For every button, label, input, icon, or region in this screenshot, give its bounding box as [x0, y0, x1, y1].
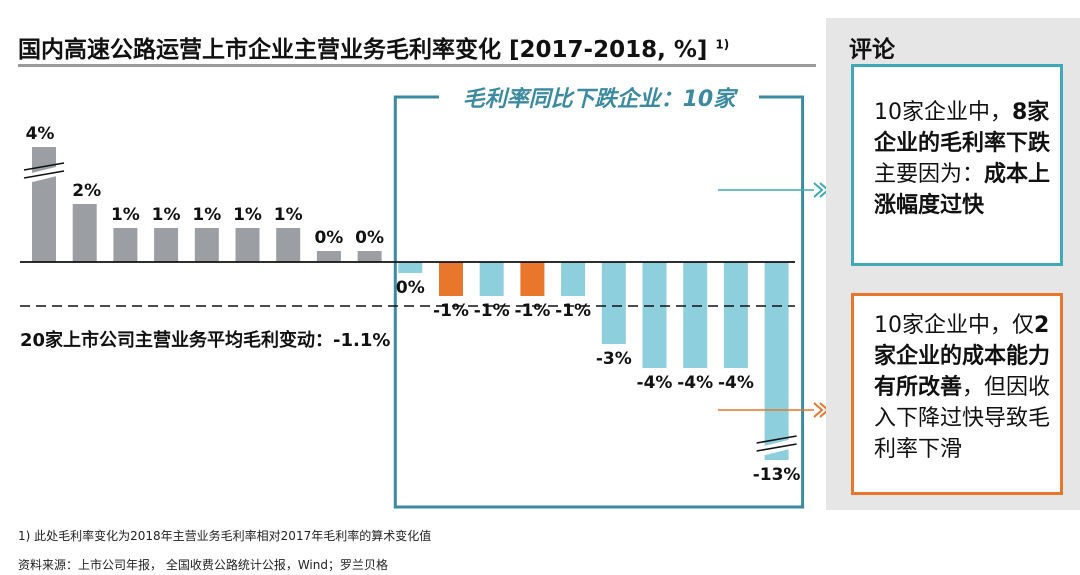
bar-value-label: 1%	[192, 205, 221, 225]
bar	[72, 204, 97, 262]
bar	[561, 262, 586, 296]
bar-break-line	[756, 443, 797, 452]
comment-box-cost-rise: 10家企业中，8家企业的毛利率下跌主要因为：成本上涨幅度过快	[851, 64, 1063, 266]
comment-text-segment: 成本上涨幅度过快	[874, 162, 1051, 218]
bar-value-label: -4%	[677, 373, 713, 393]
bar-value-label: 0%	[314, 228, 343, 248]
bar	[316, 251, 341, 262]
bar-value-label: -4%	[637, 373, 673, 393]
bar-break-line	[23, 162, 65, 171]
bar-value-label: -13%	[753, 465, 801, 485]
bar-value-label: 1%	[233, 205, 262, 225]
comment-text-segment: 主要因为：	[874, 162, 985, 187]
bar	[723, 262, 748, 368]
bar	[235, 228, 260, 262]
bar	[398, 262, 423, 273]
title-underline	[18, 64, 816, 67]
bar-break-line	[756, 435, 797, 444]
bar-value-label: 1%	[274, 205, 303, 225]
bar	[601, 262, 626, 344]
comment-text-segment: 8家企业的毛利率下跌	[874, 100, 1051, 156]
bar	[194, 228, 219, 262]
bar-break-line	[23, 170, 65, 179]
bar-value-label: 1%	[152, 205, 181, 225]
down-companies-label: 毛利率同比下跌企业：10家	[463, 86, 739, 112]
frame-label-gap	[438, 92, 759, 102]
title-footnote-marker: 1)	[715, 37, 730, 52]
bar-value-label: -4%	[718, 373, 754, 393]
arrow-to-comment-1-head	[819, 182, 826, 198]
bar	[276, 228, 301, 262]
source-note: 资料来源：上市公司年报， 全国收费公路统计公报，Wind；罗兰贝格	[18, 558, 388, 572]
footnote: 1) 此处毛利率变化为2018年主营业务毛利率相对2017年毛利率的算术变化值	[18, 529, 432, 543]
bar-value-label: 1%	[111, 205, 140, 225]
bar	[764, 262, 789, 460]
bar-value-label: -1%	[514, 301, 550, 321]
comment-text-segment: 10家企业中，	[874, 100, 1012, 125]
bar-value-label: 4%	[26, 124, 55, 144]
comment-box-revenue-drop: 10家企业中，仅2家企业的成本能力有所改善，但因收入下降过快导致毛利率下滑	[851, 293, 1063, 495]
bar	[520, 262, 545, 296]
arrow-to-comment-1-head	[813, 182, 824, 198]
arrow-to-comment-2-head	[819, 402, 826, 418]
bar-value-label: 0%	[355, 228, 384, 248]
comment-panel-title: 评论	[849, 37, 895, 63]
bar-value-label: 2%	[72, 181, 101, 201]
bar	[32, 147, 56, 262]
bar-value-label: -3%	[596, 349, 632, 369]
bar	[357, 251, 382, 262]
comment-text-segment: 10家企业中，仅	[874, 313, 1034, 338]
bar-value-label: -1%	[555, 301, 591, 321]
bar	[479, 262, 504, 296]
comment-text-segment: 2家企业的成本能力有所改善	[874, 313, 1051, 400]
bar	[154, 228, 179, 262]
chart-title: 国内高速公路运营上市企业主营业务毛利率变化 [2017-2018, %] 1)	[18, 30, 729, 64]
bar	[439, 262, 463, 296]
bar	[113, 228, 138, 262]
bar	[642, 262, 667, 368]
bar-value-label: -1%	[433, 301, 469, 321]
bar-value-label: -1%	[474, 301, 510, 321]
arrow-to-comment-2-head	[813, 402, 824, 418]
bar-value-label: 0%	[396, 278, 425, 298]
average-label: 20家上市公司主营业务平均毛利变动：-1.1%	[20, 329, 390, 351]
bar	[683, 262, 708, 368]
comment-text-segment: ，但因收入下降过快导致毛利率下滑	[874, 375, 1051, 462]
chart-title-text: 国内高速公路运营上市企业主营业务毛利率变化 [2017-2018, %]	[18, 37, 708, 63]
